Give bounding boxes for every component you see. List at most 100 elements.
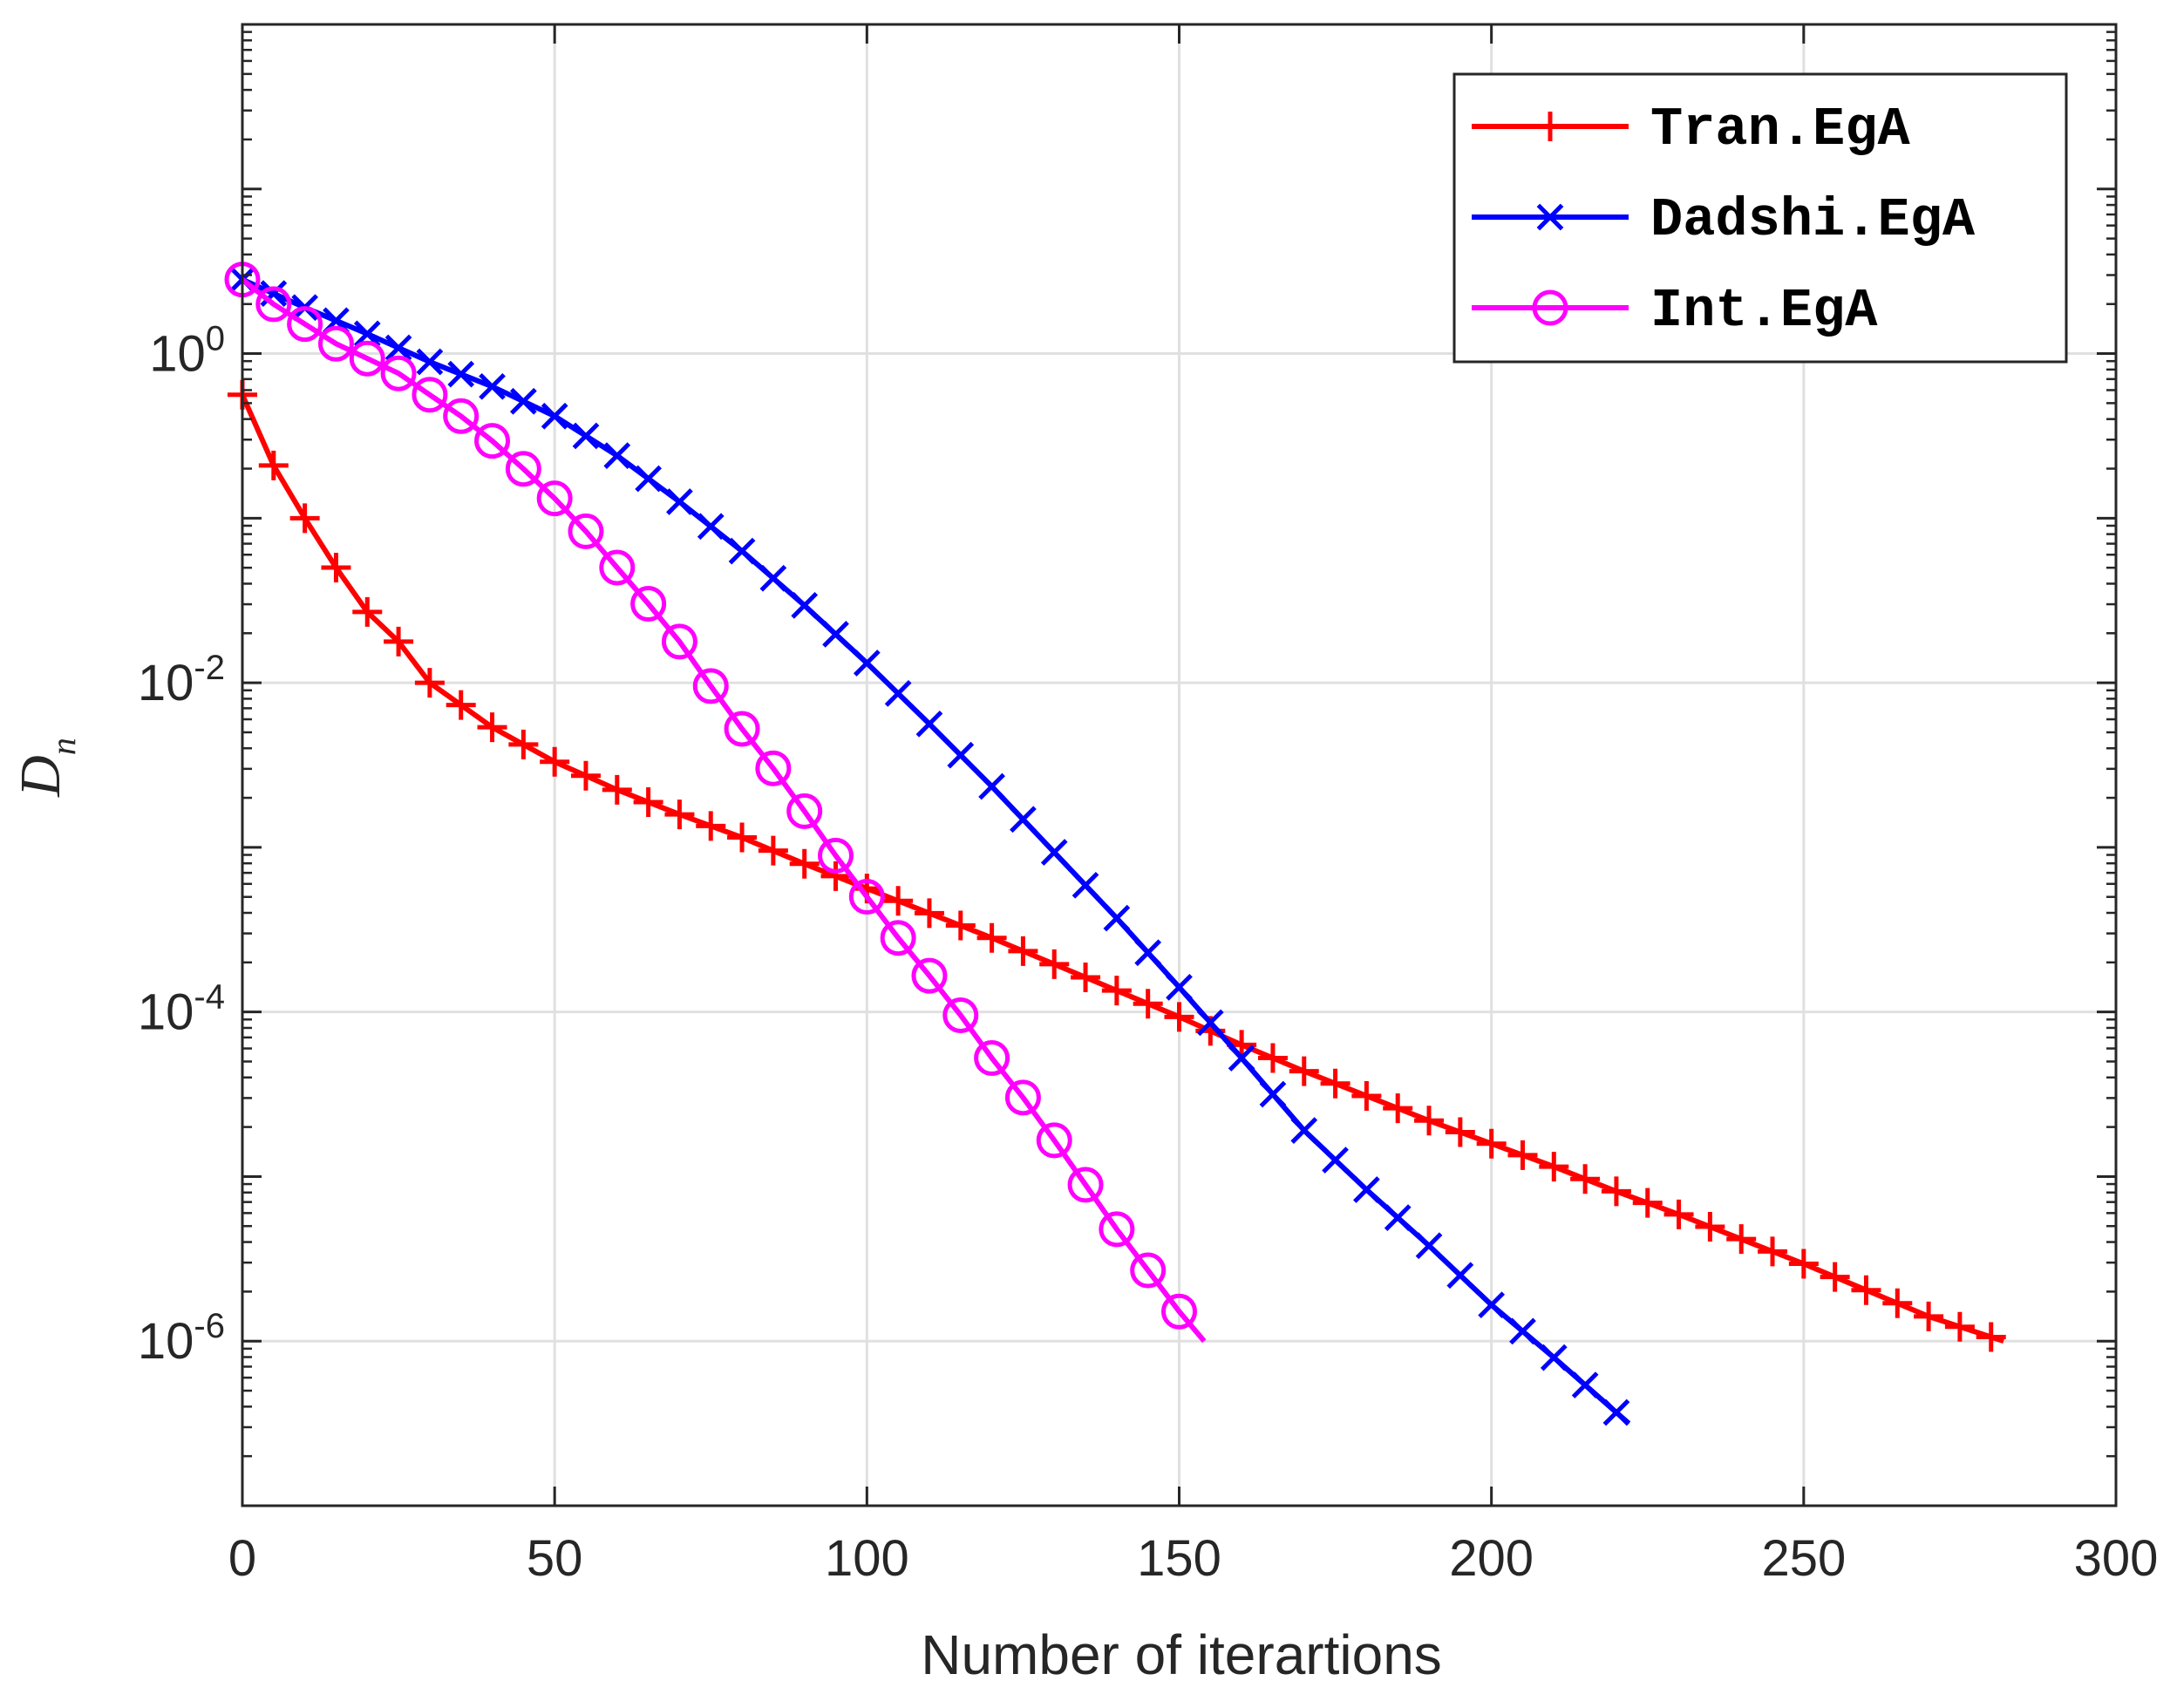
- data-point-plus-marker: [477, 712, 507, 743]
- data-point-plus-marker: [1601, 1176, 1631, 1207]
- data-point-plus-marker: [414, 668, 445, 698]
- y-tick-label-exponent: -6: [194, 1307, 225, 1345]
- legend-label: Int.EgA: [1650, 280, 1878, 342]
- data-point-plus-marker: [1788, 1249, 1819, 1279]
- data-point-plus-marker: [914, 898, 944, 929]
- data-point-circle-marker: [317, 325, 354, 362]
- data-point-circle-marker: [942, 997, 979, 1033]
- y-axis-label: Dn: [9, 738, 83, 798]
- data-point-plus-marker: [1539, 1152, 1569, 1182]
- data-point-plus-marker: [1039, 949, 1070, 979]
- data-point-x-marker: [1290, 1117, 1318, 1144]
- data-point-x-marker: [1478, 1291, 1506, 1319]
- data-point-circle-marker: [505, 451, 541, 487]
- data-point-plus-marker: [883, 886, 914, 916]
- data-point-plus-marker: [1944, 1311, 1975, 1342]
- data-point-circle-marker: [911, 957, 948, 994]
- data-point-circle-marker: [724, 711, 760, 747]
- data-point-circle-marker: [848, 879, 885, 915]
- data-point-plus-marker: [1570, 1164, 1601, 1194]
- data-point-x-marker: [635, 465, 662, 493]
- data-point-circle-marker: [536, 480, 573, 517]
- axes-frame: [241, 23, 2118, 1507]
- y-tick-label-base: 10: [138, 655, 194, 711]
- data-point-x-marker: [416, 348, 444, 376]
- x-axis-label: Number of iterartions: [921, 1623, 1442, 1686]
- data-point-plus-marker: [1976, 1322, 2006, 1352]
- series-int-ega: [224, 262, 1207, 1344]
- data-point-plus-marker: [789, 848, 820, 879]
- data-point-x-marker: [572, 422, 600, 450]
- data-point-plus-marker: [820, 861, 851, 891]
- x-tick-label: 0: [228, 1530, 256, 1587]
- data-point-plus-marker: [1476, 1128, 1507, 1159]
- data-point-circle-marker: [974, 1040, 1010, 1077]
- data-point-circle-marker: [880, 920, 916, 956]
- data-point-circle-marker: [1161, 1293, 1197, 1330]
- data-point-plus-marker: [508, 729, 539, 759]
- data-point-plus-marker: [1820, 1262, 1850, 1292]
- legend: Tran.EgA Dadshi.EgA Int.EgA: [1452, 72, 2068, 364]
- data-point-x-marker: [447, 360, 475, 388]
- data-point-x-marker: [603, 442, 631, 469]
- data-point-x-marker: [1103, 904, 1131, 932]
- data-point-plus-marker: [1351, 1080, 1382, 1111]
- data-point-plus-marker: [1914, 1301, 1944, 1331]
- data-point-plus-marker: [321, 552, 351, 582]
- data-point-circle-marker: [287, 306, 323, 343]
- data-point-circle-marker: [692, 668, 729, 704]
- x-tick-label: 50: [527, 1530, 583, 1587]
- data-point-plus-marker: [664, 800, 695, 830]
- data-point-x-marker: [1415, 1232, 1443, 1260]
- x-tick-label: 200: [1449, 1530, 1534, 1587]
- data-point-x-marker: [666, 488, 693, 515]
- data-point-x-marker: [1446, 1262, 1474, 1290]
- data-point-plus-marker: [352, 596, 383, 627]
- data-point-x-marker: [1010, 806, 1037, 834]
- series-dadshi-ega: [228, 266, 1631, 1426]
- data-point-x-marker: [915, 710, 943, 738]
- data-point-circle-marker: [1130, 1252, 1167, 1289]
- x-tick-label: 250: [1761, 1530, 1846, 1587]
- data-point-x-marker: [759, 564, 787, 592]
- legend-entry: Int.EgA: [1472, 280, 1878, 342]
- x-tick-label: 100: [825, 1530, 909, 1587]
- data-point-plus-marker: [1101, 976, 1132, 1006]
- data-point-x-marker: [728, 537, 756, 565]
- data-point-x-marker: [1384, 1204, 1412, 1232]
- data-point-plus-marker: [1257, 1043, 1288, 1073]
- data-point-x-marker: [1571, 1371, 1599, 1398]
- data-point-x-marker: [1540, 1344, 1568, 1371]
- data-point-plus-marker: [1071, 963, 1101, 993]
- data-point-plus-marker: [1008, 936, 1038, 966]
- data-point-plus-marker: [1535, 112, 1565, 141]
- data-point-x-marker: [1509, 1317, 1536, 1345]
- y-tick-label: 10-4: [138, 978, 225, 1041]
- data-point-plus-marker: [1663, 1199, 1694, 1229]
- data-point-circle-marker: [412, 377, 448, 413]
- series-tran-ega: [228, 379, 2006, 1352]
- data-point-x-marker: [1134, 939, 1162, 967]
- data-point-plus-marker: [696, 811, 726, 841]
- data-point-x-marker: [1166, 973, 1193, 1001]
- data-point-x-marker: [1071, 871, 1099, 899]
- data-point-circle-marker: [1004, 1079, 1041, 1116]
- legend-label: Dadshi.EgA: [1650, 189, 1976, 251]
- data-point-circle-marker: [255, 286, 292, 323]
- data-point-plus-marker: [1133, 989, 1163, 1019]
- series-layer: [224, 262, 2006, 1426]
- y-tick-label-exponent: -4: [194, 978, 225, 1017]
- data-point-plus-marker: [289, 503, 320, 534]
- data-point-circle-marker: [661, 623, 697, 660]
- data-point-plus-marker: [570, 760, 601, 791]
- data-point-x-marker: [541, 402, 568, 430]
- data-point-plus-marker: [1414, 1106, 1445, 1136]
- data-point-x-marker: [384, 334, 412, 362]
- y-tick-label-base: 10: [138, 1313, 194, 1370]
- data-point-plus-marker: [976, 922, 1007, 953]
- x-tick-label: 150: [1137, 1530, 1221, 1587]
- data-point-x-marker: [947, 741, 975, 769]
